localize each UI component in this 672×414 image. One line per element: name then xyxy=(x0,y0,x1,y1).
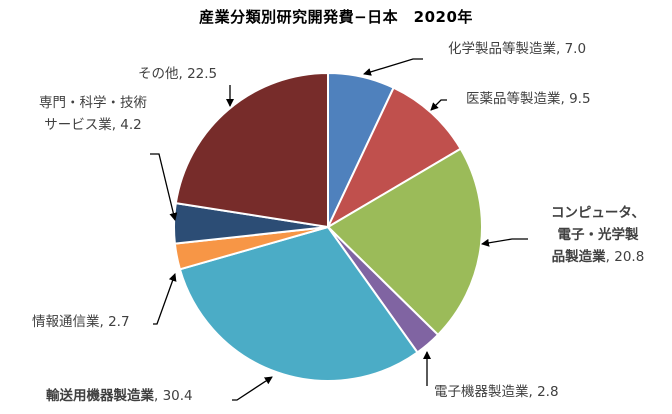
leader-professional xyxy=(150,153,178,221)
label-transport-value: , 30.4 xyxy=(154,388,193,404)
leader-lines xyxy=(150,58,528,401)
leader-computer xyxy=(481,238,528,247)
label-pharma-value: , 9.5 xyxy=(560,91,591,107)
label-chemical: 化学製品等製造業, 7.0 xyxy=(448,38,586,60)
label-pharma-name: 医薬品等製造業 xyxy=(466,91,561,107)
leader-chemical xyxy=(363,58,423,76)
pie-slice-7 xyxy=(174,71,329,229)
pie-slice-4 xyxy=(178,225,419,382)
pie-slice-1 xyxy=(325,86,463,230)
label-ict-value: , 2.7 xyxy=(99,314,130,330)
label-computer-line3: 品製造業 xyxy=(551,249,606,265)
label-professional-value: , 4.2 xyxy=(111,117,142,133)
label-computer-line2: 電子・光学製 xyxy=(557,227,639,243)
label-other-value: , 22.5 xyxy=(178,66,218,82)
label-electronic: 電子機器製造業, 2.8 xyxy=(434,381,559,403)
label-transport: 輸送用機器製造業, 30.4 xyxy=(46,385,193,407)
leader-transport xyxy=(232,376,273,401)
label-professional-line2: サービス業 xyxy=(44,117,112,133)
pie-slices xyxy=(173,71,483,382)
label-pharma: 医薬品等製造業, 9.5 xyxy=(466,88,591,110)
label-chemical-value: , 7.0 xyxy=(556,41,587,57)
label-ict-name: 情報通信業 xyxy=(32,314,100,330)
label-other: その他, 22.5 xyxy=(138,63,217,85)
label-ict: 情報通信業, 2.7 xyxy=(32,311,130,333)
label-professional: 専門・科学・技術 サービス業, 4.2 xyxy=(18,92,168,136)
label-chemical-name: 化学製品等製造業 xyxy=(448,41,556,57)
leader-pharma xyxy=(430,99,447,111)
leader-ict xyxy=(153,273,177,325)
pie-slice-2 xyxy=(326,147,483,337)
chart-title: 産業分類別研究開発費−日本 2020年 xyxy=(199,8,473,26)
label-computer: コンピュータ、 電子・光学製 品製造業, 20.8 xyxy=(524,202,672,268)
label-other-name: その他 xyxy=(138,66,179,82)
label-professional-line1: 専門・科学・技術 xyxy=(39,95,147,111)
label-computer-line1: コンピュータ、 xyxy=(550,205,646,221)
label-transport-name: 輸送用機器製造業 xyxy=(46,388,154,404)
label-electronic-value: , 2.8 xyxy=(528,384,559,400)
label-electronic-name: 電子機器製造業 xyxy=(434,384,529,400)
label-computer-value: , 20.8 xyxy=(605,249,645,265)
